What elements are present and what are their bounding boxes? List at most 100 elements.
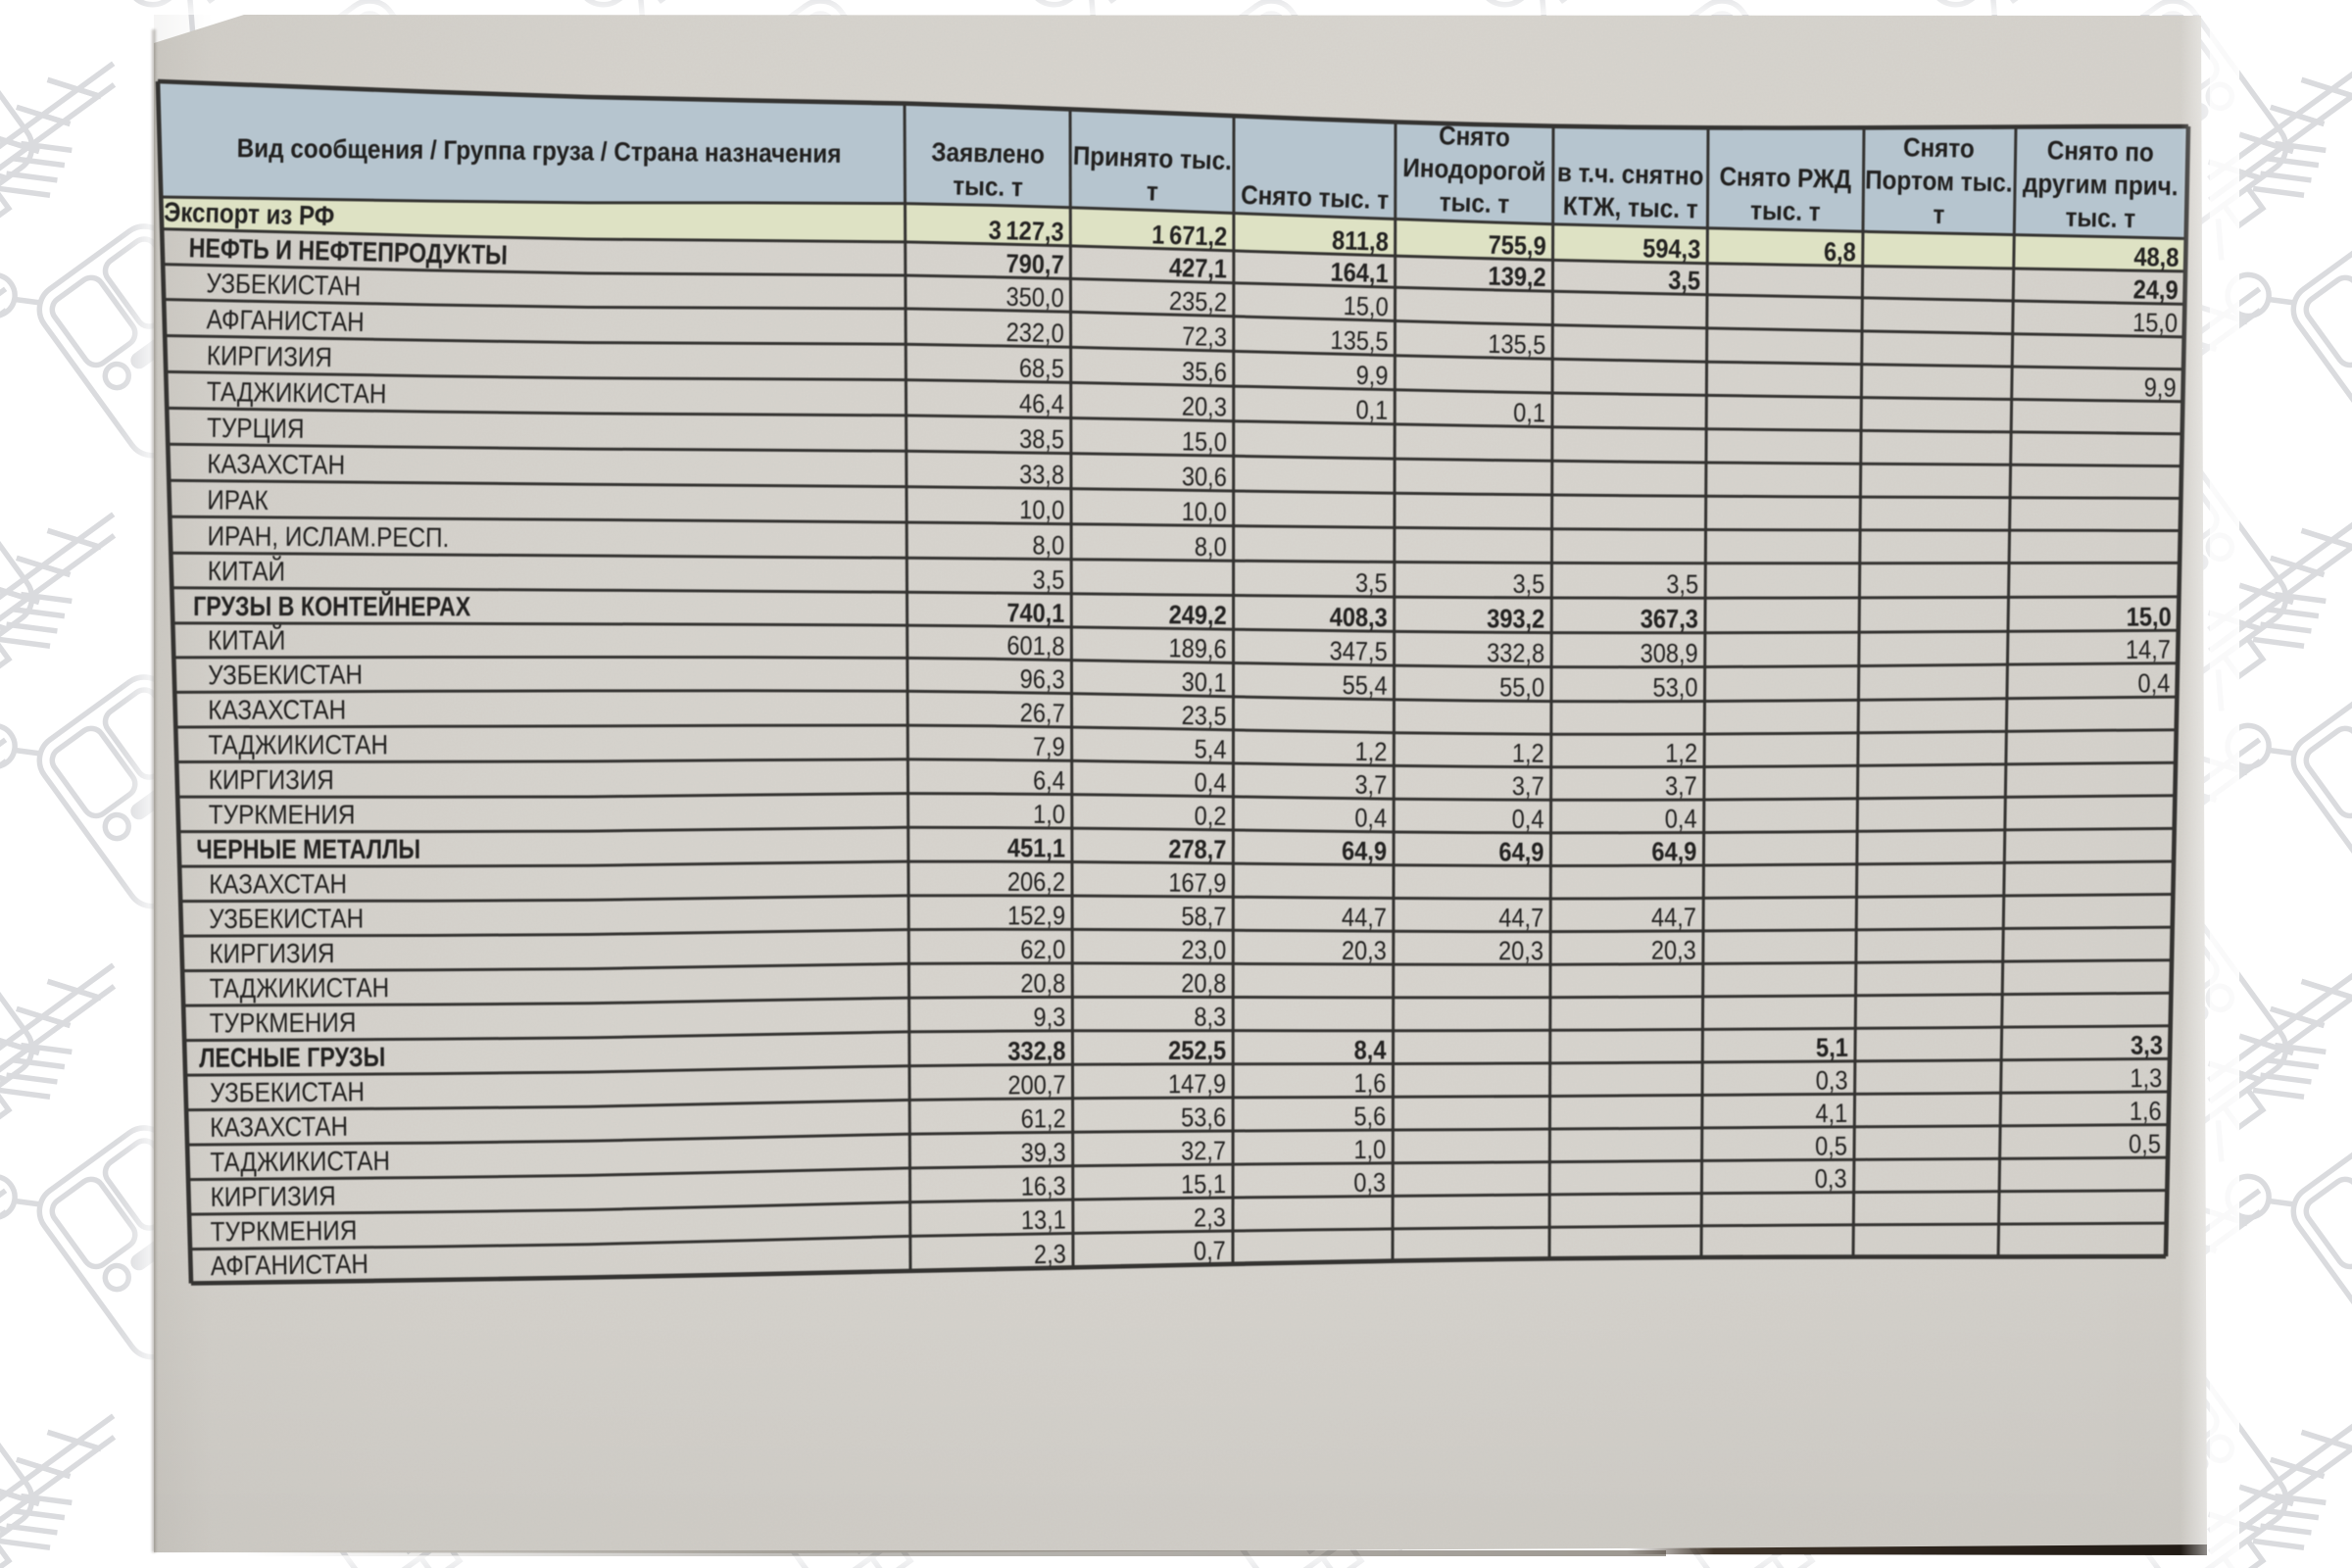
svg-text:0,4: 0,4 <box>1354 804 1387 833</box>
svg-text:46,4: 46,4 <box>1019 389 1064 419</box>
svg-text:44,7: 44,7 <box>1342 904 1387 933</box>
svg-text:0,7: 0,7 <box>1194 1237 1226 1266</box>
svg-text:811,8: 811,8 <box>1332 226 1390 258</box>
svg-text:347,5: 347,5 <box>1329 637 1388 667</box>
svg-text:6,8: 6,8 <box>1824 237 1856 267</box>
svg-text:КТЖ, тыс. т: КТЖ, тыс. т <box>1562 192 1698 224</box>
svg-text:64,9: 64,9 <box>1651 838 1696 867</box>
svg-text:10,0: 10,0 <box>1019 496 1064 525</box>
svg-text:0,2: 0,2 <box>1194 802 1226 831</box>
svg-text:152,9: 152,9 <box>1007 902 1065 931</box>
svg-text:5,1: 5,1 <box>1816 1033 1848 1062</box>
svg-text:т: т <box>1146 177 1158 207</box>
svg-text:367,3: 367,3 <box>1641 605 1698 634</box>
svg-text:1,2: 1,2 <box>1354 737 1387 766</box>
svg-text:23,0: 23,0 <box>1181 936 1226 965</box>
svg-text:20,8: 20,8 <box>1020 969 1065 999</box>
svg-text:ТУРКМЕНИЯ: ТУРКМЕНИЯ <box>210 1006 357 1039</box>
svg-text:10,0: 10,0 <box>1182 498 1227 527</box>
svg-text:1,3: 1,3 <box>2130 1064 2162 1094</box>
svg-text:755,9: 755,9 <box>1488 230 1546 261</box>
svg-text:790,7: 790,7 <box>1005 250 1064 280</box>
svg-text:КИРГИЗИЯ: КИРГИЗИЯ <box>210 1180 335 1212</box>
svg-text:33,8: 33,8 <box>1019 461 1064 490</box>
svg-text:39,3: 39,3 <box>1020 1138 1065 1167</box>
svg-text:ТАДЖИКИСТАН: ТАДЖИКИСТАН <box>210 972 390 1004</box>
svg-text:16,3: 16,3 <box>1020 1172 1065 1201</box>
svg-text:Снято по: Снято по <box>2046 136 2154 168</box>
svg-text:601,8: 601,8 <box>1006 631 1065 662</box>
svg-text:8,3: 8,3 <box>1194 1003 1226 1032</box>
svg-text:35,6: 35,6 <box>1182 357 1228 387</box>
svg-text:3,5: 3,5 <box>1668 266 1700 295</box>
svg-text:Снято тыс. т: Снято тыс. т <box>1241 181 1390 216</box>
svg-text:135,5: 135,5 <box>1488 329 1546 360</box>
svg-text:тыс. т: тыс. т <box>1750 197 1821 227</box>
svg-text:14,7: 14,7 <box>2126 635 2171 664</box>
svg-text:1,6: 1,6 <box>1353 1069 1386 1099</box>
svg-text:ИРАК: ИРАК <box>207 484 269 515</box>
svg-text:ЛЕСНЫЕ ГРУЗЫ: ЛЕСНЫЕ ГРУЗЫ <box>199 1043 385 1074</box>
svg-text:0,4: 0,4 <box>1512 805 1544 834</box>
svg-text:20,3: 20,3 <box>1498 937 1544 966</box>
svg-text:308,9: 308,9 <box>1641 639 1698 668</box>
svg-text:740,1: 740,1 <box>1006 599 1064 628</box>
svg-text:4,1: 4,1 <box>1815 1099 1847 1128</box>
svg-text:2,3: 2,3 <box>1194 1203 1226 1233</box>
svg-text:167,9: 167,9 <box>1168 868 1226 898</box>
svg-text:Инодорогой: Инодорогой <box>1402 154 1546 187</box>
svg-text:ТАДЖИКИСТАН: ТАДЖИКИСТАН <box>207 375 387 410</box>
svg-text:3,5: 3,5 <box>1666 570 1698 600</box>
svg-text:0,4: 0,4 <box>1665 805 1697 834</box>
svg-text:55,4: 55,4 <box>1342 671 1387 702</box>
svg-text:6,4: 6,4 <box>1033 766 1065 796</box>
svg-text:3,5: 3,5 <box>1512 569 1544 599</box>
svg-text:7,9: 7,9 <box>1033 732 1065 761</box>
svg-text:249,2: 249,2 <box>1168 601 1227 631</box>
svg-text:УЗБЕКИСТАН: УЗБЕКИСТАН <box>206 268 361 302</box>
svg-text:594,3: 594,3 <box>1642 234 1701 265</box>
svg-text:232,0: 232,0 <box>1005 318 1064 349</box>
svg-text:КИТАЙ: КИТАЙ <box>208 555 285 586</box>
svg-text:3,7: 3,7 <box>1354 770 1387 800</box>
svg-text:147,9: 147,9 <box>1168 1069 1226 1099</box>
svg-text:13,1: 13,1 <box>1021 1205 1066 1236</box>
svg-text:0,5: 0,5 <box>2129 1130 2161 1159</box>
svg-text:20,3: 20,3 <box>1651 936 1696 965</box>
svg-text:0,4: 0,4 <box>2137 669 2170 699</box>
svg-text:3,5: 3,5 <box>1355 568 1388 598</box>
svg-text:2,3: 2,3 <box>1034 1240 1066 1269</box>
svg-text:0,4: 0,4 <box>1194 768 1226 798</box>
svg-text:другим прич.: другим прич. <box>2023 170 2179 202</box>
svg-text:15,1: 15,1 <box>1181 1170 1226 1200</box>
svg-text:1,2: 1,2 <box>1665 739 1697 768</box>
svg-text:тыс. т: тыс. т <box>953 172 1023 202</box>
svg-text:30,1: 30,1 <box>1181 667 1227 698</box>
svg-text:15,0: 15,0 <box>2127 603 2172 632</box>
svg-text:48,8: 48,8 <box>2133 243 2179 273</box>
svg-text:332,8: 332,8 <box>1487 639 1544 668</box>
svg-text:64,9: 64,9 <box>1342 837 1387 866</box>
svg-text:ТУРЦИЯ: ТУРЦИЯ <box>207 412 305 444</box>
svg-text:20,3: 20,3 <box>1182 392 1228 422</box>
svg-text:164,1: 164,1 <box>1330 258 1389 288</box>
svg-text:15,0: 15,0 <box>2132 309 2179 339</box>
svg-text:КИРГИЗИЯ: КИРГИЗИЯ <box>207 339 333 372</box>
svg-text:8,0: 8,0 <box>1032 531 1064 561</box>
svg-text:30,6: 30,6 <box>1182 463 1227 492</box>
svg-text:1,0: 1,0 <box>1353 1135 1386 1164</box>
svg-text:Принято тыс.: Принято тыс. <box>1072 142 1232 176</box>
svg-text:т: т <box>1933 201 1945 230</box>
svg-text:24,9: 24,9 <box>2132 275 2179 306</box>
svg-text:КАЗАХСТАН: КАЗАХСТАН <box>207 448 345 480</box>
svg-text:тыс. т: тыс. т <box>2065 204 2135 234</box>
svg-text:3 127,3: 3 127,3 <box>988 216 1064 247</box>
svg-text:тыс. т: тыс. т <box>1439 188 1509 220</box>
svg-text:3,7: 3,7 <box>1665 772 1697 802</box>
svg-text:УЗБЕКИСТАН: УЗБЕКИСТАН <box>210 1076 365 1108</box>
svg-text:200,7: 200,7 <box>1007 1070 1065 1100</box>
svg-text:1 671,2: 1 671,2 <box>1152 220 1228 252</box>
svg-text:КАЗАХСТАН: КАЗАХСТАН <box>208 694 346 725</box>
svg-text:64,9: 64,9 <box>1498 838 1544 867</box>
svg-text:23,5: 23,5 <box>1181 702 1226 732</box>
